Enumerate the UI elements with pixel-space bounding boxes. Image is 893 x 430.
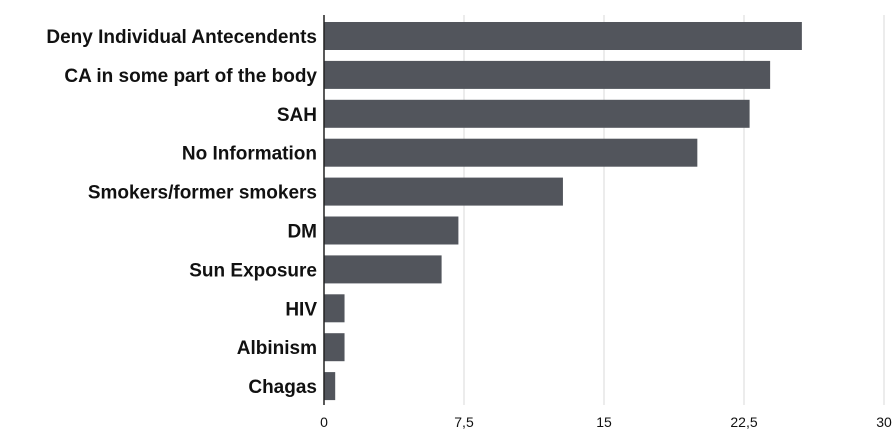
x-tick-label: 7,5	[454, 414, 474, 430]
category-label: No Information	[182, 144, 317, 165]
category-label: DM	[287, 222, 317, 243]
category-label: Albinism	[237, 338, 317, 359]
x-tick-labels: 0 7,5 15 22,5 30	[320, 414, 892, 430]
category-label: Chagas	[248, 377, 317, 398]
bar	[324, 99, 750, 128]
category-label: SAH	[277, 105, 317, 126]
bar	[324, 60, 771, 89]
x-tick-label: 22,5	[730, 414, 757, 430]
category-labels: Deny Individual Antecendents CA in some p…	[46, 27, 317, 398]
bar	[324, 372, 336, 401]
x-tick-label: 30	[876, 414, 892, 430]
x-tick-label: 0	[320, 414, 328, 430]
category-label: CA in some part of the body	[64, 66, 317, 87]
category-label: HIV	[285, 299, 317, 320]
bar	[324, 294, 345, 323]
category-label: Smokers/former smokers	[88, 183, 317, 204]
category-label: Sun Exposure	[189, 260, 317, 281]
bars	[324, 22, 802, 401]
bar	[324, 216, 459, 245]
bar	[324, 22, 802, 50]
x-tick-label: 15	[596, 414, 612, 430]
bar	[324, 333, 345, 362]
category-label: Deny Individual Antecendents	[46, 27, 317, 48]
bar	[324, 255, 442, 284]
bar	[324, 138, 698, 167]
bar	[324, 177, 563, 206]
